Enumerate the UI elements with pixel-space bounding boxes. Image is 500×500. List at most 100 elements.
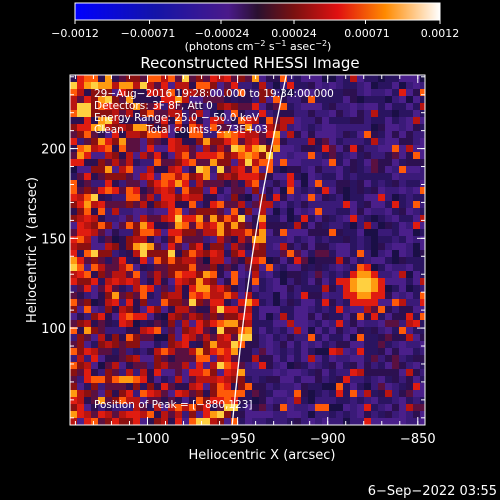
- heatmap-cell-151: [413, 89, 420, 96]
- heatmap-cell-1968: [280, 341, 287, 348]
- heatmap-cell-619: [119, 159, 126, 166]
- heatmap-cell-2305: [140, 390, 147, 397]
- heatmap-cell-2317: [224, 390, 231, 397]
- heatmap-cell-1691: [126, 306, 133, 313]
- heatmap-cell-1637: [105, 299, 112, 306]
- heatmap-cell-908: [357, 194, 364, 201]
- heatmap-cell-319: [161, 117, 168, 124]
- heatmap-cell-1948: [140, 341, 147, 348]
- heatmap-cell-1876: [350, 327, 357, 334]
- heatmap-cell-441: [301, 131, 308, 138]
- heatmap-cell-1525: [392, 278, 399, 285]
- heatmap-cell-1406: [273, 264, 280, 271]
- heatmap-cell-975: [112, 208, 119, 215]
- heatmap-cell-803: [336, 180, 343, 187]
- heatmap-cell-1356: [280, 257, 287, 264]
- heatmap-cell-1695: [154, 306, 161, 313]
- heatmap-cell-55: [98, 82, 105, 89]
- heatmap-cell-739: [245, 173, 252, 180]
- heatmap-cell-1606: [245, 292, 252, 299]
- heatmap-cell-1889: [84, 334, 91, 341]
- heatmap-cell-497: [336, 138, 343, 145]
- heatmap-cell-2493: [385, 411, 392, 418]
- heatmap-cell-1340: [168, 257, 175, 264]
- heatmap-cell-2003: [168, 348, 175, 355]
- heatmap-cell-1774: [350, 313, 357, 320]
- heatmap-cell-1430: [84, 271, 91, 278]
- heatmap-cell-41: [357, 75, 364, 82]
- heatmap-cell-1407: [280, 264, 287, 271]
- heatmap-cell-2301: [112, 390, 119, 397]
- heatmap-cell-1029: [133, 215, 140, 222]
- heatmap-cell-642: [280, 159, 287, 166]
- heatmap-cell-540: [280, 145, 287, 152]
- heatmap-cell-489: [280, 138, 287, 145]
- heatmap-cell-1703: [210, 306, 217, 313]
- heatmap-cell-991: [224, 208, 231, 215]
- heatmap-cell-546: [322, 145, 329, 152]
- heatmap-cell-280: [245, 110, 252, 117]
- heatmap-cell-2519: [210, 418, 217, 425]
- heatmap-cell-1348: [224, 257, 231, 264]
- heatmap-cell-1535: [105, 285, 112, 292]
- heatmap-cell-2457: [133, 411, 140, 418]
- heatmap-cell-382: [245, 124, 252, 131]
- heatmap-cell-2279: [315, 383, 322, 390]
- heatmap-cell-369: [154, 124, 161, 131]
- heatmap-cell-276: [217, 110, 224, 117]
- heatmap-cell-16: [182, 75, 189, 82]
- heatmap-cell-2201: [126, 376, 133, 383]
- heatmap-cell-1062: [364, 215, 371, 222]
- heatmap-cell-2142: [70, 369, 77, 376]
- heatmap-cell-1506: [259, 278, 266, 285]
- heatmap-cell-1074: [91, 222, 98, 229]
- heatmap-cell-1186: [161, 236, 168, 243]
- heatmap-cell-862: [392, 187, 399, 194]
- heatmap-cell-1576: [392, 285, 399, 292]
- heatmap-cell-730: [182, 173, 189, 180]
- heatmap-cell-1220: [399, 236, 406, 243]
- heatmap-cell-2251: [119, 383, 126, 390]
- heatmap-cell-1930: [371, 334, 378, 341]
- heatmap-cell-2203: [140, 376, 147, 383]
- heatmap-cell-897: [280, 194, 287, 201]
- heatmap-cell-272: [189, 110, 196, 117]
- heatmap-cell-470: [147, 138, 154, 145]
- heatmap-cell-435: [259, 131, 266, 138]
- heatmap-cell-284: [273, 110, 280, 117]
- heatmap-cell-486: [259, 138, 266, 145]
- heatmap-cell-1248: [238, 243, 245, 250]
- heatmap-cell-1008: [343, 208, 350, 215]
- heatmap-cell-1444: [182, 271, 189, 278]
- heatmap-cell-269: [168, 110, 175, 117]
- heatmap-cell-67: [182, 82, 189, 89]
- heatmap-cell-657: [385, 159, 392, 166]
- heatmap-cell-1879: [371, 327, 378, 334]
- heatmap-cell-193: [350, 96, 357, 103]
- heatmap-cell-2359: [161, 397, 168, 404]
- heatmap-cell-703: [350, 166, 357, 173]
- heatmap-cell-1936: [413, 334, 420, 341]
- heatmap-cell-398: [357, 124, 364, 131]
- heatmap-cell-392: [315, 124, 322, 131]
- heatmap-cell-1202: [273, 236, 280, 243]
- heatmap-cell-321: [175, 117, 182, 124]
- heatmap-cell-367: [140, 124, 147, 131]
- heatmap-cell-2295: [70, 390, 77, 397]
- heatmap-cell-1037: [189, 215, 196, 222]
- heatmap-cell-24: [238, 75, 245, 82]
- heatmap-cell-180: [259, 96, 266, 103]
- heatmap-cell-2270: [252, 383, 259, 390]
- heatmap-cell-745: [287, 173, 294, 180]
- heatmap-cell-1743: [133, 313, 140, 320]
- heatmap-cell-323: [189, 117, 196, 124]
- heatmap-cell-1249: [245, 243, 252, 250]
- heatmap-cell-1762: [266, 313, 273, 320]
- heatmap-cell-1693: [140, 306, 147, 313]
- heatmap-cell-212: [126, 103, 133, 110]
- heatmap-cell-138: [322, 89, 329, 96]
- heatmap-cell-2213: [210, 376, 217, 383]
- heatmap-cell-1801: [182, 320, 189, 327]
- heatmap-cell-99: [406, 82, 413, 89]
- heatmap-cell-1547: [189, 285, 196, 292]
